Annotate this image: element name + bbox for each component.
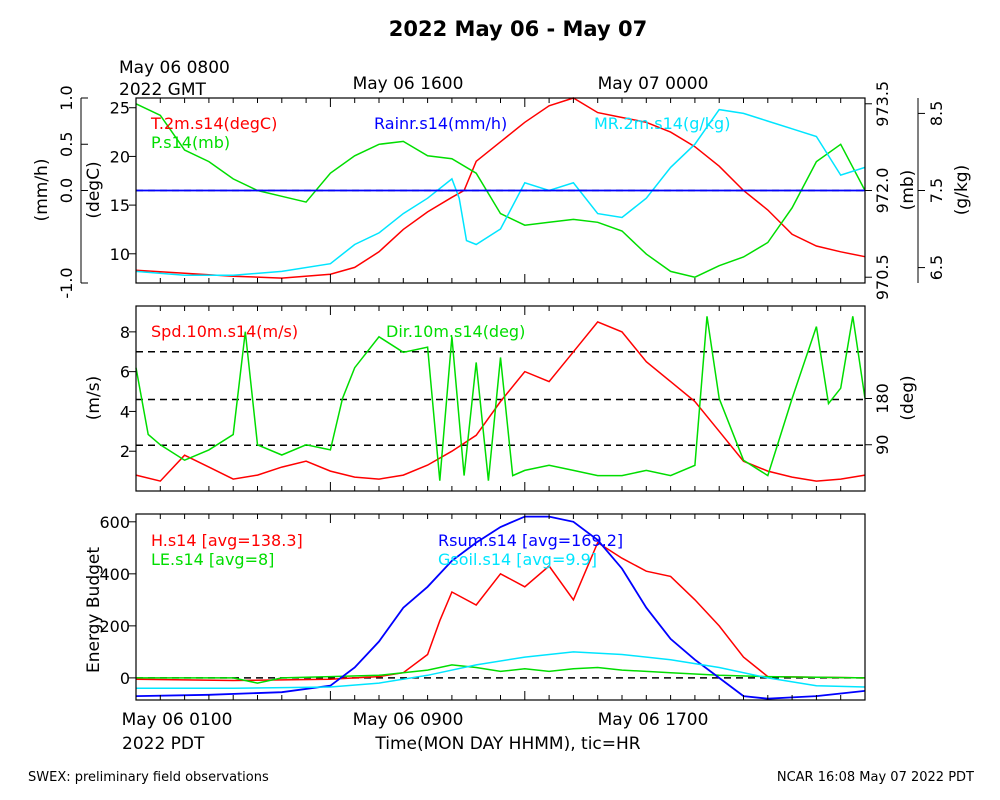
rain-axis-label: (mm/h)	[32, 159, 52, 222]
energy-tick-label: 200	[99, 617, 130, 636]
top-axis-label-1: May 06 1600	[353, 74, 464, 94]
series-line-gsoil-s14	[136, 651, 866, 690]
legend-mixing-ratio: MR.2m.s14(g/kg)	[594, 114, 730, 133]
panel-meteorology: -1.0 0.0 0.5 1.0 10 15 20 25 970.5 972.0 973.5 6.5 7…	[32, 81, 972, 300]
temperature-tick-label: 15	[110, 196, 130, 215]
series-line-mr-2m-s14	[135, 108, 866, 277]
rain-tick-label: 1.0	[57, 85, 76, 110]
temperature-tick-label: 25	[110, 99, 130, 118]
legend-wind-direction: Dir.10m.s14(deg)	[386, 322, 525, 341]
series-line-dir-10m-s14	[135, 316, 866, 481]
legend-latent-heat: LE.s14 [avg=8]	[151, 550, 274, 569]
pressure-axis-label: (mb)	[898, 170, 918, 211]
pressure-tick-label: 972.0	[873, 168, 892, 214]
footer-left: SWEX: preliminary field observations	[28, 770, 269, 785]
speed-tick-label: 4	[120, 402, 130, 421]
legend-temperature: T.2m.s14(degC)	[150, 114, 277, 133]
top-axis-year-label: 2022 GMT	[119, 80, 207, 100]
speed-tick-label: 6	[120, 363, 130, 382]
speed-tick-label: 8	[120, 323, 130, 342]
rain-tick-label: 0.5	[57, 132, 76, 157]
series-line-rsum-s14	[135, 515, 866, 700]
legend-rain: Rainr.s14(mm/h)	[374, 114, 507, 133]
series-line-spd-10m-s14	[135, 320, 866, 482]
rain-tick-label: 0.0	[57, 178, 76, 203]
speed-tick-label: 2	[120, 442, 130, 461]
temperature-tick-label: 20	[110, 147, 130, 166]
bottom-axis-label-3: May 06 1700	[598, 710, 709, 730]
pressure-tick-label: 970.5	[873, 254, 892, 300]
energy-axis-label: Energy Budget	[84, 547, 104, 673]
top-axis-start-label: May 06 0800	[119, 58, 230, 78]
speed-axis-label: (m/s)	[84, 376, 104, 420]
panel-energy-axes: 0 200 400 600	[99, 513, 866, 701]
mixing-ratio-tick-label: 8.5	[927, 101, 946, 126]
direction-tick-label: 90	[873, 435, 892, 455]
mixing-ratio-tick-label: 7.5	[927, 178, 946, 203]
panel-wind: 2 4 6 8 90 180 Spd.10m.s14(m/s) Dir.10m.s14(d…	[84, 305, 918, 492]
chart-title: 2022 May 06 - May 07	[389, 17, 647, 41]
bottom-axis-label-1: May 06 0100	[122, 710, 233, 730]
series-line-h-s14	[135, 541, 866, 682]
bottom-axis-label-2: May 06 0900	[353, 710, 464, 730]
top-axis-label-2: May 07 0000	[598, 74, 709, 94]
energy-tick-label: 600	[99, 513, 130, 532]
footer-right: NCAR 16:08 May 07 2022 PDT	[777, 770, 974, 785]
direction-axis-label: (deg)	[898, 375, 918, 420]
legend-net-radiation: Rsum.s14 [avg=169.2]	[438, 531, 623, 550]
mixing-ratio-axis-label: (g/kg)	[952, 165, 972, 215]
temperature-axis-label: (degC)	[84, 161, 104, 218]
legend-sensible-heat: H.s14 [avg=138.3]	[151, 531, 303, 550]
legend-wind-speed: Spd.10m.s14(m/s)	[151, 322, 298, 341]
panel-wind-axes: 2 4 6 8 90 180	[120, 305, 892, 492]
panel-energy-lines	[135, 515, 866, 700]
x-axis-title: Time(MON DAY HHMM), tic=HR	[374, 734, 640, 754]
temperature-tick-label: 10	[110, 245, 130, 264]
panel-energy: 0 200 400 600 H.s14 [avg=138.3] LE.s14 [avg…	[84, 513, 866, 701]
energy-tick-label: 400	[99, 565, 130, 584]
panel-wind-lines	[135, 316, 866, 482]
series-line-t-2m-s14	[135, 97, 866, 279]
bottom-axis-year-label: 2022 PDT	[122, 734, 205, 754]
pressure-tick-label: 973.5	[873, 81, 892, 127]
direction-tick-label: 180	[873, 383, 892, 414]
panel-meteorology-axes: -1.0 0.0 0.5 1.0 10 15 20 25 970.5 972.0 973.5 6.5 7…	[57, 81, 946, 300]
energy-tick-label: 0	[120, 669, 130, 688]
mixing-ratio-tick-label: 6.5	[927, 255, 946, 280]
series-line-le-s14	[136, 664, 866, 684]
panel-meteorology-lines	[135, 97, 866, 279]
legend-pressure: P.s14(mb)	[151, 133, 230, 152]
legend-soil-heat: Gsoil.s14 [avg=9.9]	[438, 550, 597, 569]
rain-tick-label: -1.0	[57, 267, 76, 298]
